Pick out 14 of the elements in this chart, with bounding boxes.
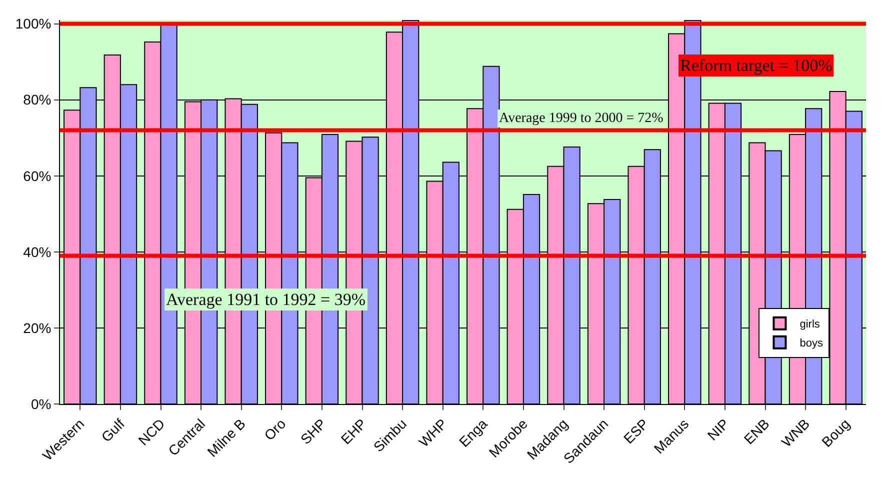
legend-label: girls: [800, 318, 820, 331]
y-tick-label: 60%: [23, 168, 52, 184]
x-tick-label: Oro: [260, 415, 289, 444]
y-tick-label: 80%: [23, 92, 52, 108]
ref-line-label: Average 1991 to 1992 = 39%: [166, 290, 366, 309]
y-tick-label: 40%: [23, 244, 52, 260]
x-tick-label: NIP: [704, 416, 732, 444]
y-tick-label: 20%: [23, 320, 52, 336]
y-tick-label: 0%: [30, 396, 52, 412]
y-tick-label: 100%: [15, 16, 52, 32]
ref-line-label: Average 1999 to 2000 = 72%: [499, 111, 664, 126]
ref-line-label: Reform target = 100%: [680, 56, 832, 75]
legend-label: boys: [800, 338, 824, 350]
x-tick-label: Gulf: [98, 415, 128, 446]
